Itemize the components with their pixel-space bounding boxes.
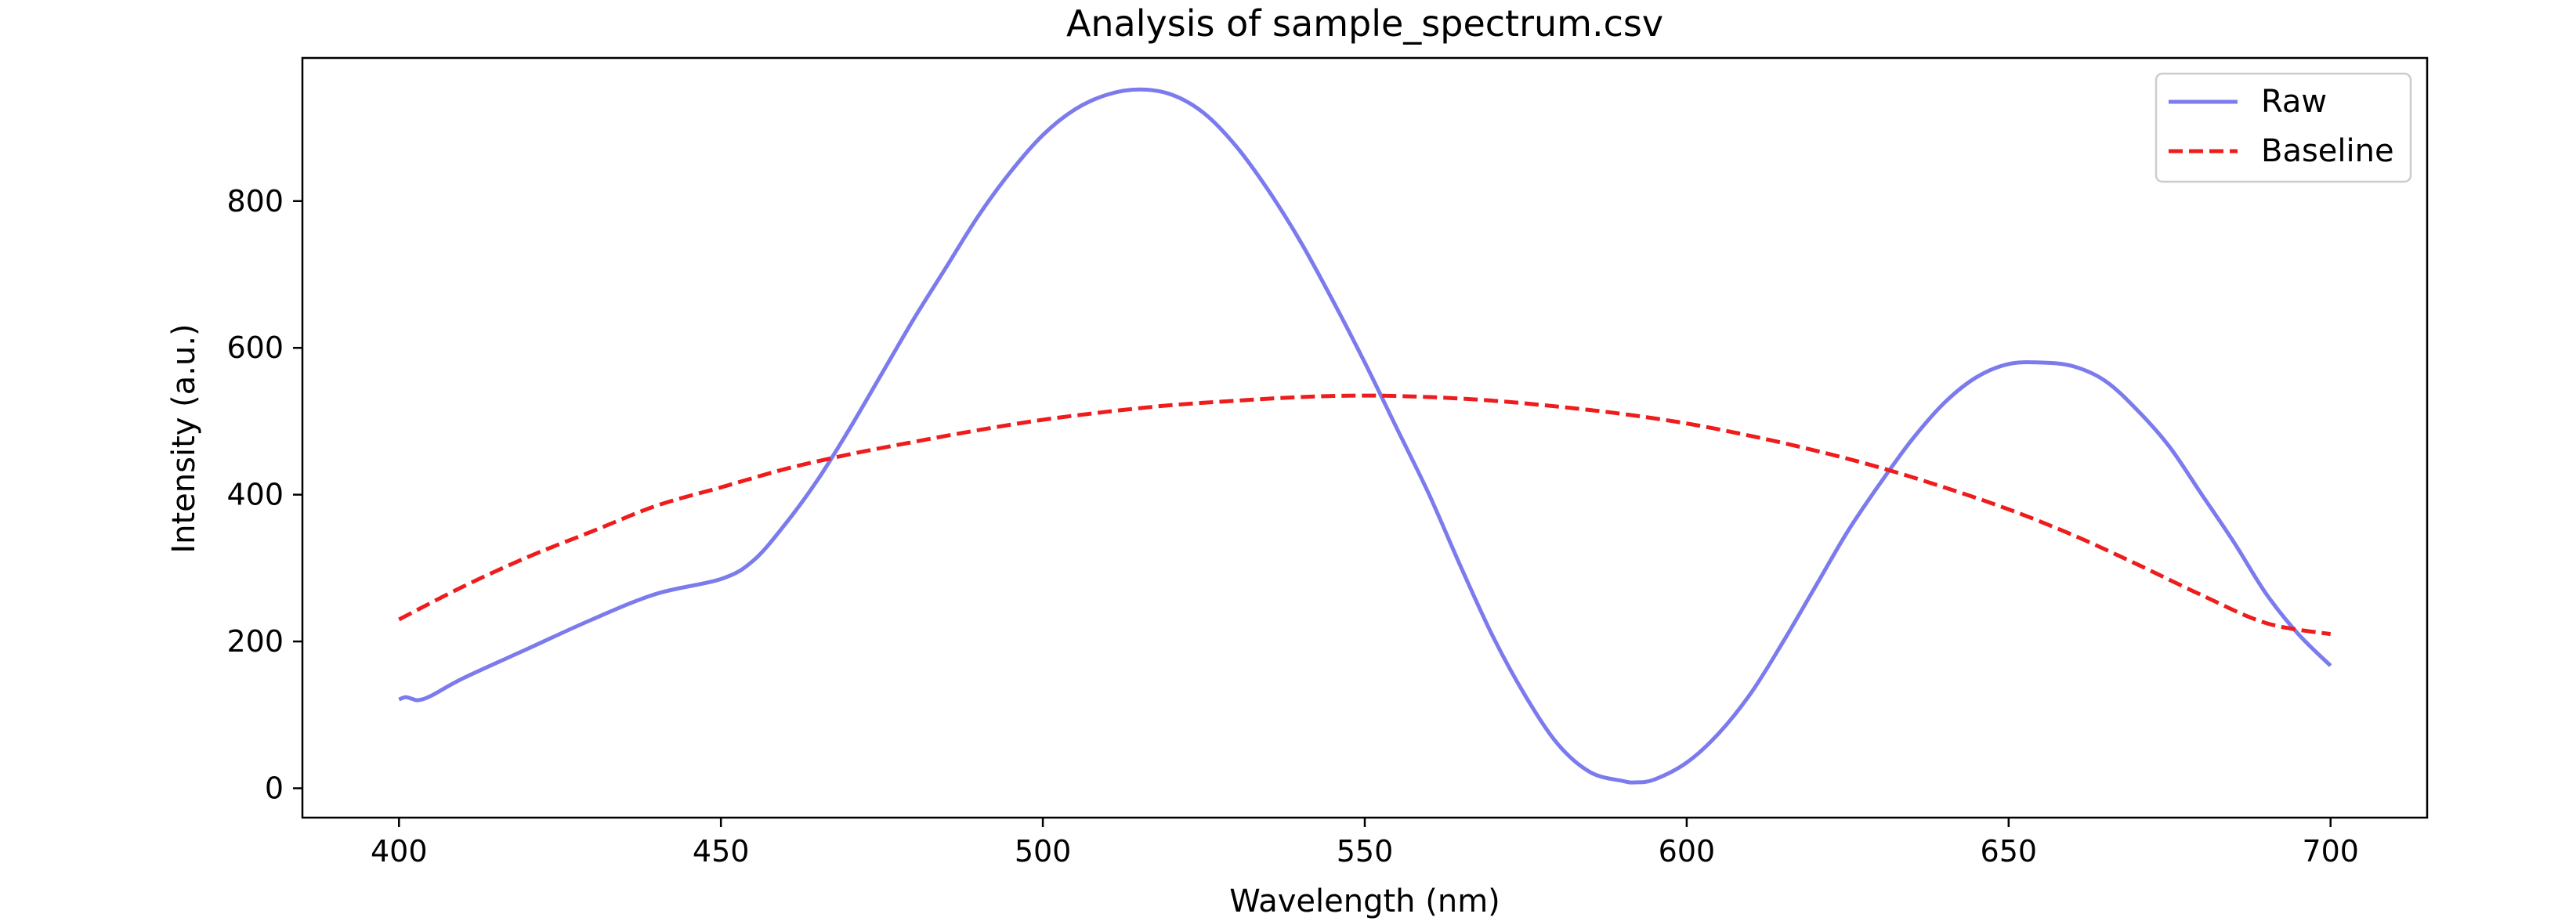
y-axis-label: Intensity (a.u.) — [166, 323, 202, 553]
x-tick-label: 450 — [693, 834, 750, 869]
series-line-baseline — [398, 393, 2332, 637]
x-tick-label: 400 — [371, 834, 428, 869]
legend-label-raw: Raw — [2261, 84, 2327, 120]
x-tick-label: 550 — [1337, 834, 1394, 869]
legend: Raw Baseline — [2155, 72, 2412, 183]
y-tick-label: 400 — [226, 478, 284, 512]
series-layer — [398, 87, 2332, 785]
chart-title: Analysis of sample_spectrum.csv — [1066, 2, 1663, 45]
legend-label-baseline: Baseline — [2261, 133, 2394, 169]
y-tick-label: 800 — [226, 184, 284, 219]
y-tick-label: 600 — [226, 330, 284, 365]
y-tick-label: 0 — [265, 771, 284, 806]
series-line-raw — [398, 87, 2332, 785]
x-tick-label: 500 — [1015, 834, 1072, 869]
y-tick-label: 200 — [226, 624, 284, 659]
y-axis: 0 200 400 600 800 — [226, 184, 302, 806]
x-tick-label: 650 — [1981, 834, 2038, 869]
x-tick-label: 600 — [1659, 834, 1716, 869]
x-tick-label: 700 — [2302, 834, 2359, 869]
x-axis: 400 450 500 550 600 650 700 — [371, 818, 2359, 869]
x-axis-label: Wavelength (nm) — [1229, 883, 1500, 919]
